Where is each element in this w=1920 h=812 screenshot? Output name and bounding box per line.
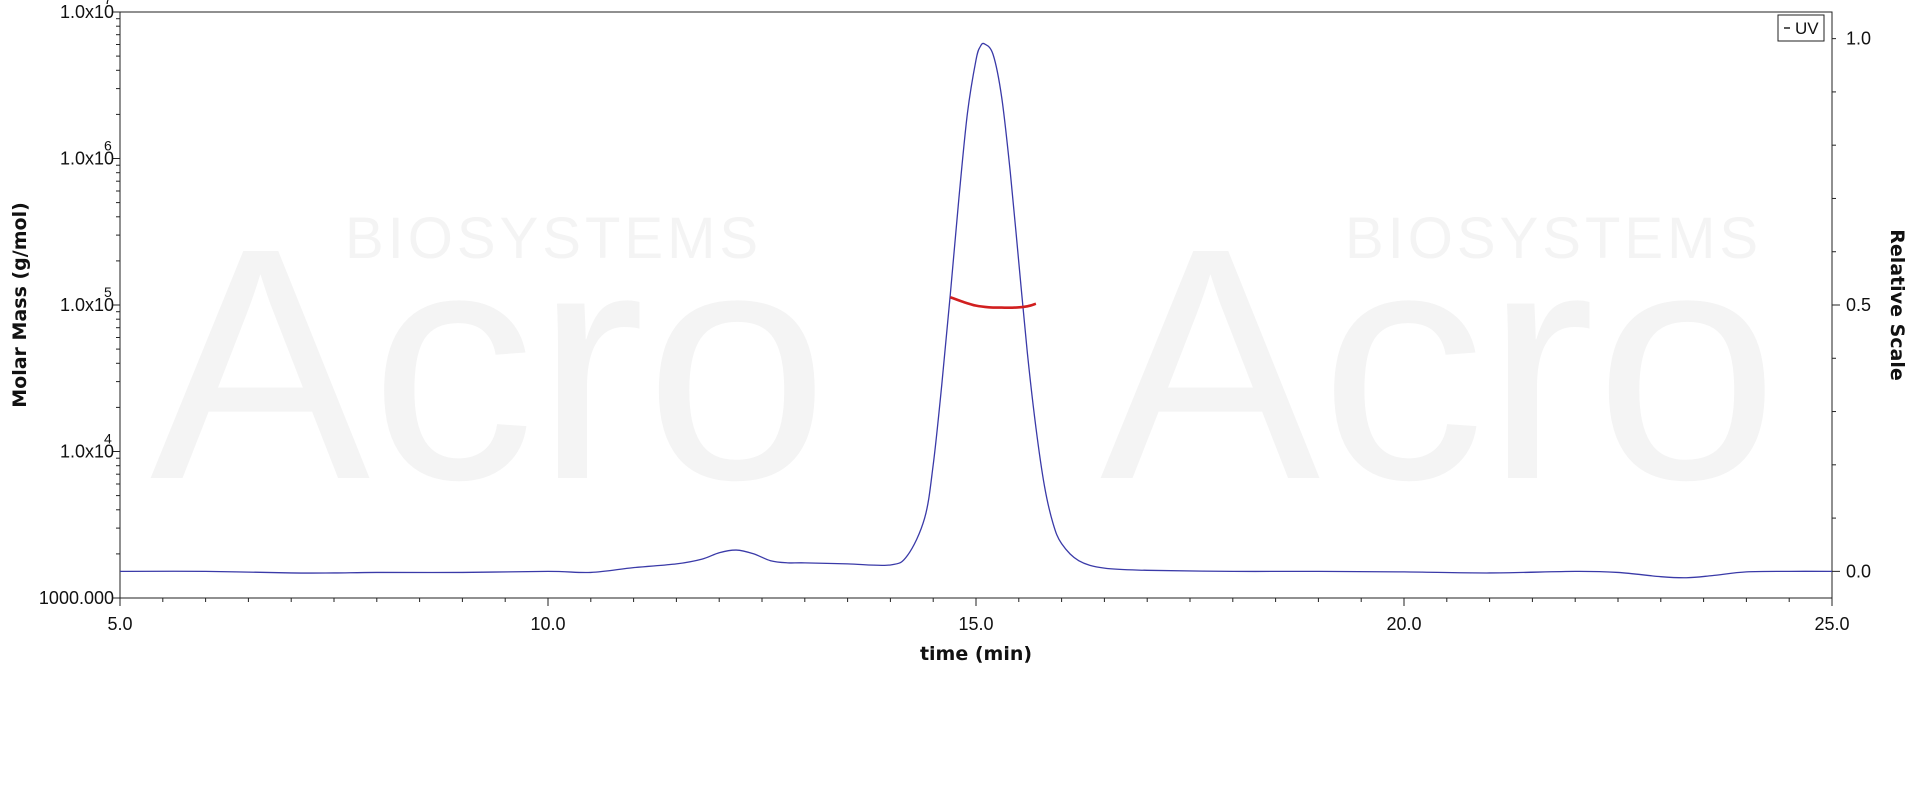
legend: UV <box>1777 14 1825 42</box>
y-left-tick-label: 1.0x10 <box>60 149 114 169</box>
molar-mass-series-line <box>949 296 1037 310</box>
watermark-sub-left: BIOSYSTEMS <box>345 206 762 271</box>
x-tick-label: 20.0 <box>1386 614 1421 634</box>
watermark-brand-right: Acro <box>1100 179 1779 548</box>
uv-series-line <box>119 42 1833 579</box>
watermark: Acro BIOSYSTEMS Acro BIOSYSTEMS <box>150 179 1779 548</box>
x-axis-title: time (min) <box>920 643 1032 665</box>
y-left-tick-exponent: 5 <box>104 284 112 300</box>
watermark-brand-left: Acro <box>150 179 829 548</box>
y-right-tick-label: 1.0 <box>1846 29 1871 49</box>
x-tick-label: 15.0 <box>958 614 993 634</box>
y-left-tick-label: 1000.000 <box>39 588 114 608</box>
axes: 5.010.015.020.025.01.0x1071.0x1061.0x105… <box>39 0 1871 634</box>
y-left-tick-label: 1.0x10 <box>60 2 114 22</box>
y-left-tick-label: 1.0x10 <box>60 295 114 315</box>
y-left-tick-exponent: 7 <box>104 0 112 7</box>
y-left-tick-exponent: 6 <box>104 138 112 154</box>
y-right-tick-label: 0.5 <box>1846 295 1871 315</box>
series-layer <box>119 42 1833 579</box>
legend-label-uv: UV <box>1795 19 1819 38</box>
x-tick-label: 25.0 <box>1814 614 1849 634</box>
x-tick-label: 5.0 <box>107 614 132 634</box>
y-right-tick-label: 0.0 <box>1846 561 1871 581</box>
y-left-tick-exponent: 4 <box>104 431 112 447</box>
y-right-axis-title: Relative Scale <box>1886 229 1908 381</box>
watermark-sub-right: BIOSYSTEMS <box>1345 206 1762 271</box>
y-left-tick-label: 1.0x10 <box>60 442 114 462</box>
y-left-axis-title: Molar Mass (g/mol) <box>9 202 31 408</box>
x-tick-label: 10.0 <box>530 614 565 634</box>
